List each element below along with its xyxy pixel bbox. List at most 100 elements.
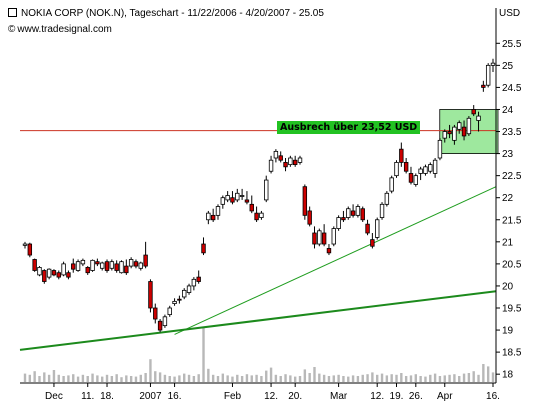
x-tick-label: 12. — [370, 391, 384, 402]
volume-bar — [289, 375, 292, 382]
volume-bar — [376, 374, 379, 382]
candle-body — [466, 117, 472, 135]
volume-bar — [486, 366, 490, 382]
checkbox-icon[interactable] — [8, 8, 17, 17]
volume-bar — [255, 374, 258, 382]
volume-bar — [308, 373, 311, 382]
candle-body — [365, 223, 370, 234]
candle-body — [249, 203, 254, 212]
volume-bar — [183, 373, 186, 382]
volume-bar — [47, 374, 51, 382]
volume-bar — [173, 376, 176, 382]
candle-body — [230, 197, 235, 203]
volume-bar — [361, 374, 364, 382]
candle-body — [182, 289, 187, 298]
candle-body — [80, 259, 86, 265]
y-tick-label: 23.5 — [502, 127, 522, 138]
candle-body — [481, 84, 486, 88]
volume-bar — [477, 374, 480, 382]
candle-body — [423, 166, 428, 174]
x-tick-label: 2007 — [139, 391, 162, 402]
volume-bar — [245, 374, 249, 382]
volume-bar — [453, 374, 456, 382]
candle-body — [191, 278, 197, 287]
candle-body — [143, 254, 148, 267]
candle-body — [109, 261, 115, 269]
volume-bar — [433, 373, 437, 382]
y-tick-label: 25 — [502, 61, 514, 72]
volume-bar — [400, 373, 403, 382]
candle-body — [331, 228, 336, 245]
volume-bar — [313, 367, 316, 382]
volume-bar — [395, 374, 398, 382]
candle-body — [239, 195, 245, 197]
candle-body — [128, 259, 134, 267]
candle-body — [432, 159, 438, 174]
candle-body — [394, 162, 399, 177]
volume-bar — [62, 376, 65, 382]
source-link[interactable]: www.tradesignal.com — [17, 24, 112, 35]
candle-body — [37, 267, 42, 276]
candle-body — [85, 267, 90, 274]
volume-bar — [419, 376, 422, 382]
volume-bar — [279, 376, 282, 382]
candle-body — [56, 272, 61, 278]
candle-body — [428, 164, 433, 172]
volume-bar — [154, 371, 157, 382]
candle-body — [268, 159, 274, 172]
candle-body — [278, 155, 283, 161]
y-tick-label: 18 — [502, 370, 514, 381]
candle-body — [148, 281, 153, 309]
volume-bar — [192, 376, 196, 382]
volume-bar — [139, 374, 142, 382]
candle-body — [418, 168, 423, 174]
volume-bar — [265, 370, 268, 382]
candle-body — [196, 276, 201, 282]
y-tick-label: 21.5 — [502, 215, 522, 226]
volume-bar — [443, 375, 446, 382]
copyright-icon: © — [8, 24, 16, 35]
candle-body — [225, 195, 230, 201]
candle-body — [244, 199, 250, 203]
candle-body — [157, 320, 163, 331]
volume-bar — [274, 374, 278, 382]
volume-bar — [115, 374, 118, 382]
volume-bar — [158, 372, 162, 382]
candle-body — [389, 177, 394, 192]
candle-body — [114, 263, 119, 271]
volume-bar — [390, 374, 393, 382]
volume-bar — [293, 376, 297, 382]
candle-body — [346, 208, 351, 218]
volume-bar — [163, 374, 167, 382]
volume-bar — [52, 370, 56, 382]
candle-body — [471, 109, 476, 115]
volume-bar — [226, 375, 229, 382]
candle-body — [403, 162, 409, 172]
volume-bar — [404, 376, 408, 382]
candle-body — [341, 217, 346, 221]
candle-body — [172, 300, 177, 304]
candle-body — [220, 197, 226, 205]
candle-body — [408, 173, 414, 183]
volume-bar — [303, 369, 307, 382]
volume-bar — [134, 376, 138, 382]
candle-body — [167, 307, 172, 316]
volume-bar — [144, 373, 147, 382]
volume-bar — [120, 377, 123, 382]
candle-body — [485, 64, 491, 86]
volume-bar — [351, 375, 355, 382]
candle-body — [201, 243, 206, 254]
volume-bar — [91, 373, 94, 382]
volume-bar — [467, 373, 471, 382]
candle-body — [490, 62, 496, 66]
candle-body — [259, 212, 264, 218]
y-tick-label: 19 — [502, 326, 514, 337]
candle-body — [326, 248, 332, 254]
volume-bar — [86, 376, 89, 382]
volume-bar — [129, 376, 133, 382]
volume-bar — [298, 376, 302, 382]
chart-title: NOKIA CORP (NOK.N), Tageschart - 11/22/2… — [8, 8, 324, 19]
x-tick-label: 12. — [264, 391, 278, 402]
y-tick-label: 24 — [502, 105, 514, 116]
volume-bar — [202, 326, 205, 382]
